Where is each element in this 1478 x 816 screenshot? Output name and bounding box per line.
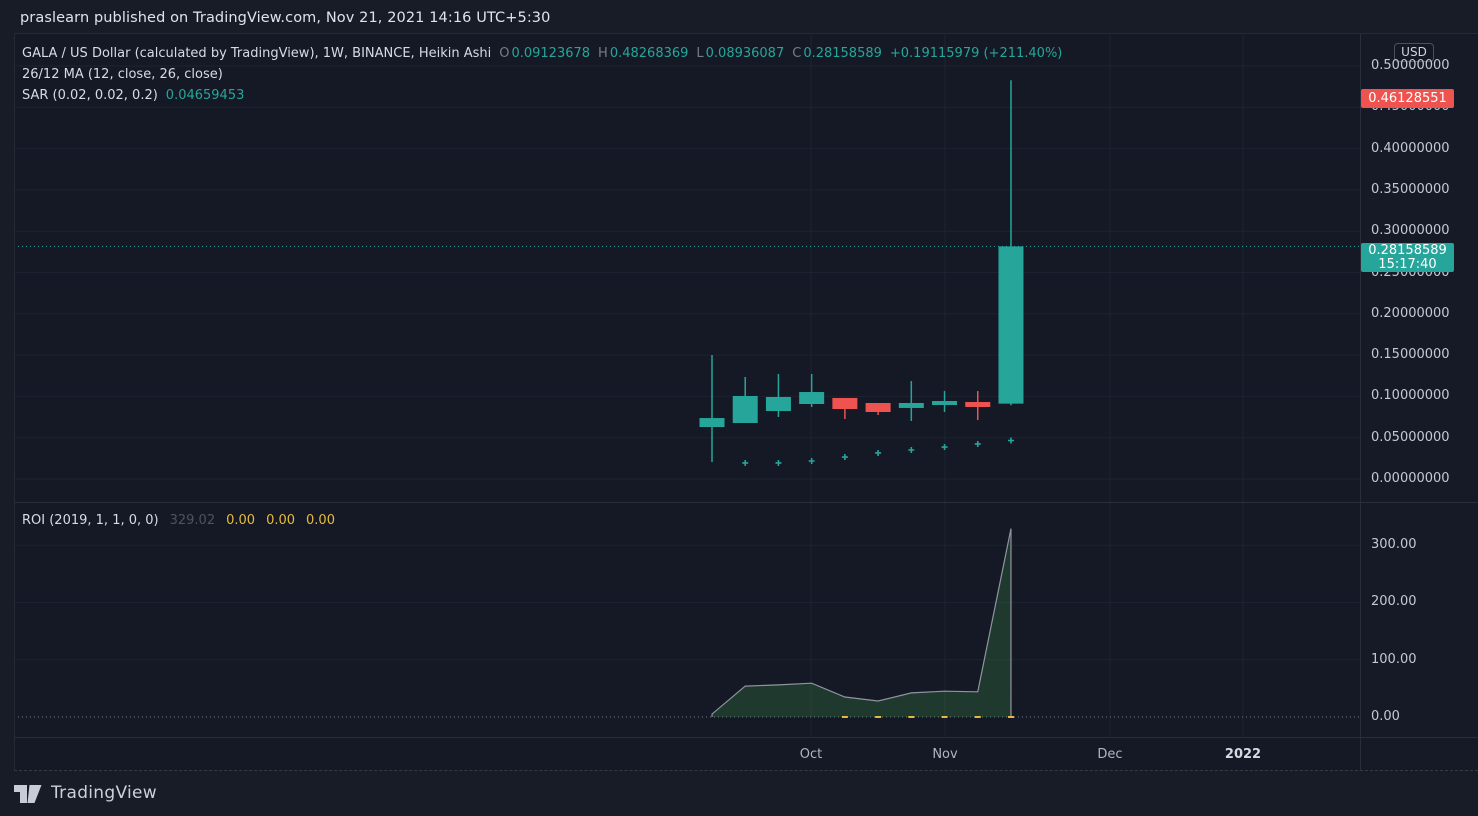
ohlc-open: O 0.09123678 bbox=[499, 46, 591, 61]
publish-caption: praslearn published on TradingView.com, … bbox=[20, 10, 551, 26]
bar-countdown: 15:17:40 bbox=[1378, 257, 1437, 272]
roi-tick-label: 300.00 bbox=[1371, 537, 1417, 553]
bottom-dashed-border bbox=[14, 770, 1478, 771]
tradingview-logo-text: TradingView bbox=[51, 783, 158, 803]
last-price-tag: 0.28158589 15:17:40 bbox=[1361, 243, 1454, 272]
sar-legend-row[interactable]: SAR (0.02, 0.02, 0.2) 0.04659453 bbox=[22, 88, 244, 103]
roi-tick-label: 100.00 bbox=[1371, 651, 1417, 667]
price-scale-border[interactable] bbox=[1360, 33, 1361, 770]
time-tick-label: Dec bbox=[1097, 747, 1123, 762]
price-tick-label: 0.20000000 bbox=[1371, 305, 1450, 321]
roi-legend-row[interactable]: ROI (2019, 1, 1, 0, 0) 329.02 0.00 0.00 … bbox=[22, 513, 335, 528]
chart-pane-background[interactable] bbox=[14, 33, 1360, 770]
tradingview-logo-icon bbox=[14, 785, 42, 803]
time-tick-label: Oct bbox=[799, 747, 823, 762]
ohlc-low: L 0.08936087 bbox=[696, 46, 785, 61]
price-scale-gutter[interactable] bbox=[1360, 33, 1478, 770]
roi-value-2: 0.00 bbox=[266, 513, 296, 528]
tradingview-logo[interactable]: TradingView bbox=[14, 782, 157, 804]
left-border bbox=[14, 33, 15, 770]
change-value: +0.19115979 (+211.40%) bbox=[889, 46, 1063, 61]
pane-divider[interactable] bbox=[14, 502, 1478, 503]
ohlc-high: H 0.48268369 bbox=[598, 46, 689, 61]
roi-tick-label: 0.00 bbox=[1371, 709, 1400, 724]
roi-value-3: 0.00 bbox=[306, 513, 335, 528]
price-tick-label: 0.15000000 bbox=[1371, 347, 1450, 363]
price-tick-label: 0.10000000 bbox=[1371, 388, 1450, 404]
roi-value-1: 0.00 bbox=[226, 513, 256, 528]
last-price-value: 0.28158589 bbox=[1368, 243, 1447, 258]
time-tick-label: Nov bbox=[932, 747, 958, 762]
time-axis-border bbox=[14, 737, 1478, 738]
roi-label: ROI (2019, 1, 1, 0, 0) bbox=[22, 513, 159, 528]
symbol-title: GALA / US Dollar (calculated by TradingV… bbox=[22, 46, 492, 61]
currency-badge[interactable]: USD bbox=[1394, 43, 1434, 62]
ohlc-close: C 0.28158589 bbox=[792, 46, 882, 61]
ma-label: 26/12 MA (12, close, 26, close) bbox=[22, 67, 223, 82]
price-tick-label: 0.50000000 bbox=[1371, 58, 1450, 73]
sar-price-tag: 0.46128551 bbox=[1361, 89, 1454, 108]
pane-top-border bbox=[14, 33, 1478, 34]
roi-tick-label: 200.00 bbox=[1371, 594, 1417, 610]
time-tick-label: 2022 bbox=[1224, 747, 1262, 762]
sar-label: SAR (0.02, 0.02, 0.2) bbox=[22, 88, 158, 103]
sar-value: 0.04659453 bbox=[165, 88, 245, 103]
symbol-legend-row[interactable]: GALA / US Dollar (calculated by TradingV… bbox=[22, 46, 1062, 61]
ma-legend-row[interactable]: 26/12 MA (12, close, 26, close) bbox=[22, 67, 223, 82]
price-tick-label: 0.00000000 bbox=[1371, 471, 1450, 486]
price-tick-label: 0.40000000 bbox=[1371, 140, 1450, 156]
price-tick-label: 0.30000000 bbox=[1371, 223, 1450, 239]
roi-dim-value: 329.02 bbox=[169, 513, 216, 528]
price-tick-label: 0.05000000 bbox=[1371, 429, 1450, 445]
price-tick-label: 0.35000000 bbox=[1371, 181, 1450, 197]
